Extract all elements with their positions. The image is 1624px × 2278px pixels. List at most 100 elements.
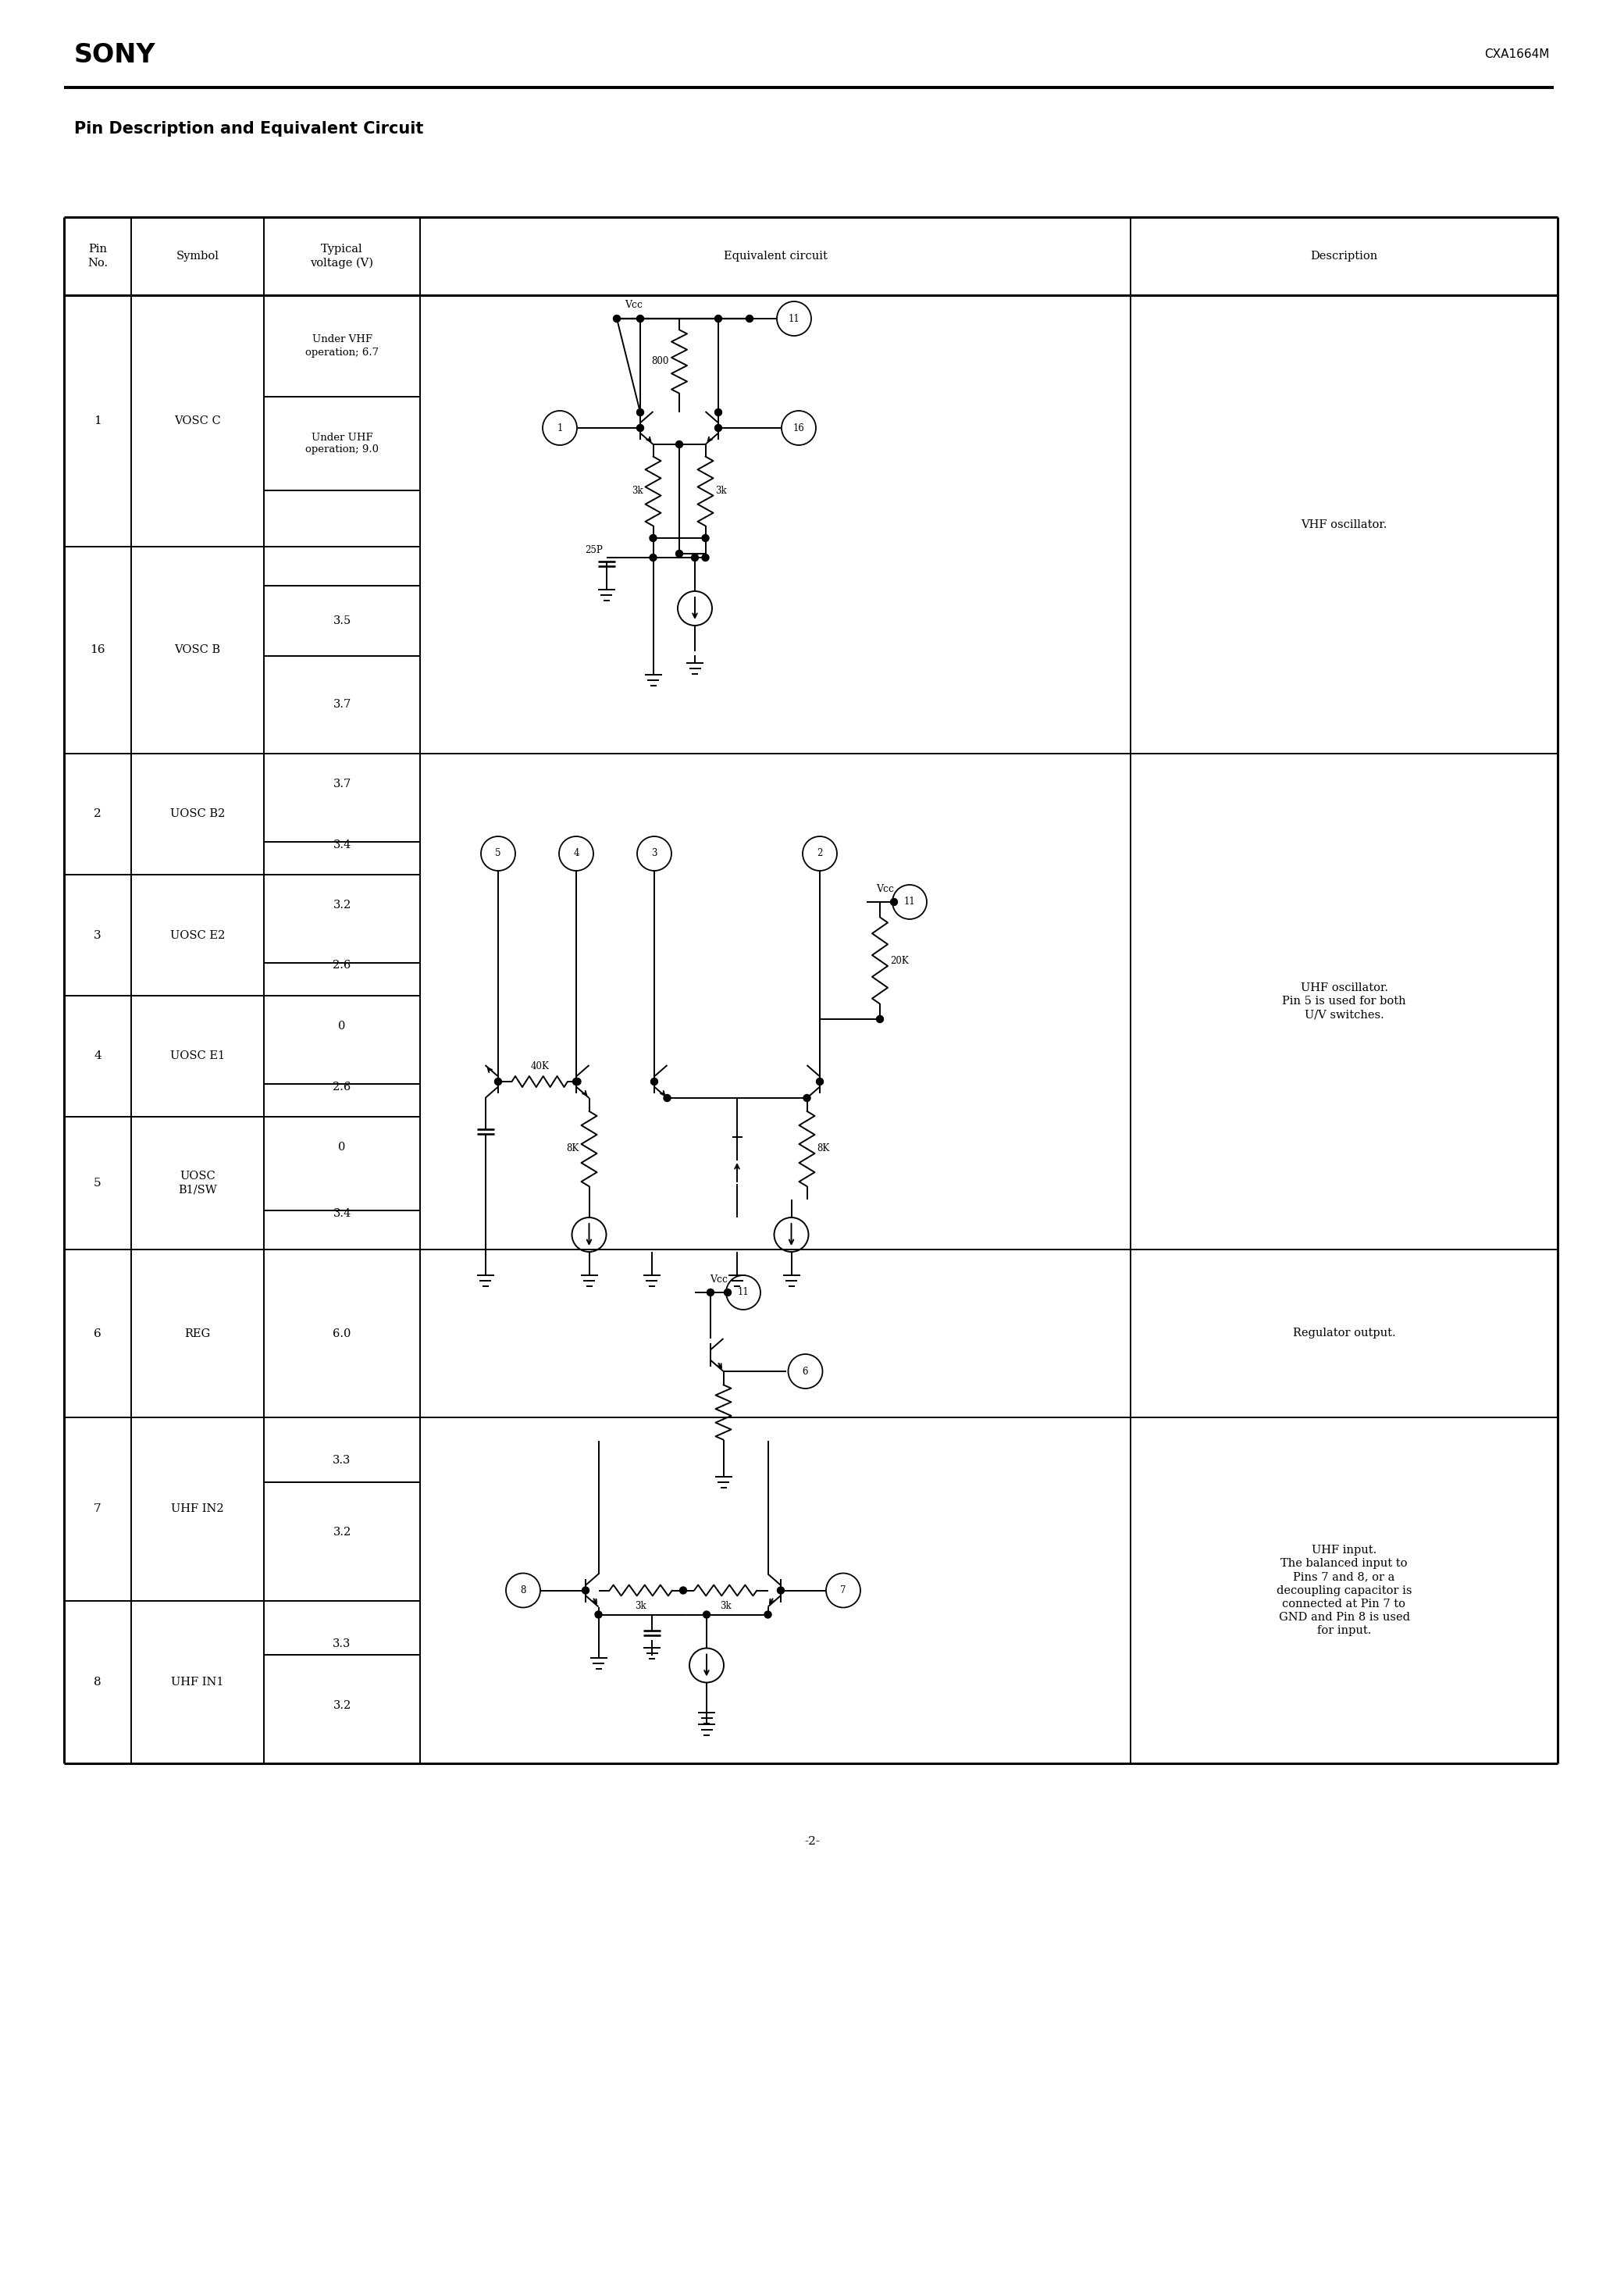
Text: 3.5: 3.5: [333, 615, 351, 626]
Text: 3k: 3k: [716, 485, 728, 497]
Text: UOSC E1: UOSC E1: [171, 1050, 224, 1062]
Text: 2.6: 2.6: [333, 959, 351, 970]
Text: 7: 7: [94, 1503, 101, 1515]
Text: Under UHF
operation; 9.0: Under UHF operation; 9.0: [305, 433, 378, 456]
Text: 3.2: 3.2: [333, 1526, 351, 1538]
Circle shape: [745, 314, 754, 321]
Circle shape: [706, 1289, 715, 1296]
Circle shape: [715, 408, 721, 417]
Text: 3k: 3k: [635, 1601, 646, 1611]
Circle shape: [680, 1588, 687, 1595]
Text: 25P: 25P: [585, 544, 603, 556]
Text: UHF oscillator.
Pin 5 is used for both
U/V switches.: UHF oscillator. Pin 5 is used for both U…: [1283, 982, 1406, 1021]
Text: 2: 2: [817, 847, 823, 859]
Circle shape: [573, 1077, 580, 1084]
Circle shape: [715, 314, 721, 321]
Text: -2-: -2-: [804, 1836, 820, 1847]
Text: UHF IN1: UHF IN1: [171, 1677, 224, 1688]
Text: 1: 1: [94, 415, 101, 426]
Text: 8: 8: [94, 1677, 101, 1688]
Text: 8: 8: [520, 1585, 526, 1595]
Text: REG: REG: [185, 1328, 211, 1339]
Circle shape: [890, 898, 898, 904]
Circle shape: [495, 1077, 502, 1084]
Text: 800: 800: [651, 355, 669, 367]
Text: 0: 0: [338, 1021, 346, 1032]
Text: UOSC E2: UOSC E2: [171, 929, 226, 941]
Text: Vcc: Vcc: [875, 884, 893, 895]
Text: 3.2: 3.2: [333, 900, 351, 911]
Text: 6: 6: [802, 1367, 809, 1376]
Circle shape: [676, 551, 682, 558]
Circle shape: [676, 442, 682, 449]
Circle shape: [877, 1016, 883, 1023]
Text: 20K: 20K: [890, 954, 908, 966]
Text: 40K: 40K: [531, 1062, 549, 1071]
Circle shape: [703, 1611, 710, 1617]
Text: 3k: 3k: [632, 485, 643, 497]
Text: Regulator output.: Regulator output.: [1293, 1328, 1395, 1339]
Circle shape: [765, 1611, 771, 1617]
Text: 5: 5: [495, 847, 502, 859]
Text: SONY: SONY: [75, 41, 156, 68]
Circle shape: [637, 424, 643, 431]
Text: 4: 4: [573, 847, 580, 859]
Circle shape: [581, 1588, 590, 1595]
Text: 16: 16: [793, 424, 804, 433]
Text: 3: 3: [94, 929, 101, 941]
Text: UOSC
B1/SW: UOSC B1/SW: [179, 1171, 218, 1196]
Circle shape: [804, 1093, 810, 1103]
Text: 3k: 3k: [719, 1601, 731, 1611]
Text: 16: 16: [89, 645, 106, 656]
Text: 2.6: 2.6: [333, 1082, 351, 1091]
Circle shape: [637, 314, 643, 321]
Circle shape: [594, 1611, 603, 1617]
Text: Equivalent circuit: Equivalent circuit: [723, 251, 827, 262]
Text: VOSC C: VOSC C: [174, 415, 221, 426]
Text: UOSC B2: UOSC B2: [171, 809, 226, 820]
Text: 11: 11: [737, 1287, 749, 1298]
Text: 11: 11: [905, 898, 916, 907]
Text: Symbol: Symbol: [175, 251, 219, 262]
Circle shape: [702, 554, 710, 560]
Text: Description: Description: [1311, 251, 1377, 262]
Text: 3.4: 3.4: [333, 838, 351, 850]
Circle shape: [817, 1077, 823, 1084]
Text: 0: 0: [338, 1141, 346, 1153]
Text: Under VHF
operation; 6.7: Under VHF operation; 6.7: [305, 335, 378, 358]
Circle shape: [637, 408, 643, 417]
Text: UHF input.
The balanced input to
Pins 7 and 8, or a
decoupling capacitor is
conn: UHF input. The balanced input to Pins 7 …: [1276, 1544, 1411, 1636]
Text: Vcc: Vcc: [625, 298, 643, 310]
Circle shape: [664, 1093, 671, 1103]
Circle shape: [651, 1077, 658, 1084]
Circle shape: [692, 554, 698, 560]
Circle shape: [650, 535, 656, 542]
Text: 3.3: 3.3: [333, 1456, 351, 1465]
Text: 8K: 8K: [817, 1144, 830, 1155]
Circle shape: [614, 314, 620, 321]
Text: 3.7: 3.7: [333, 699, 351, 711]
Text: 7: 7: [840, 1585, 846, 1595]
Text: 5: 5: [94, 1178, 101, 1189]
Text: CXA1664M: CXA1664M: [1484, 48, 1549, 62]
Text: Pin Description and Equivalent Circuit: Pin Description and Equivalent Circuit: [75, 121, 424, 137]
Circle shape: [573, 1077, 581, 1084]
Text: 8K: 8K: [567, 1144, 578, 1155]
Text: VHF oscillator.: VHF oscillator.: [1301, 519, 1387, 531]
Text: Pin
No.: Pin No.: [88, 244, 107, 269]
Text: 1: 1: [557, 424, 562, 433]
Text: UHF IN2: UHF IN2: [171, 1503, 224, 1515]
Text: 4: 4: [94, 1050, 101, 1062]
Text: 2: 2: [94, 809, 101, 820]
Text: 3.3: 3.3: [333, 1638, 351, 1649]
Text: Typical
voltage (V): Typical voltage (V): [310, 244, 374, 269]
Text: 3.2: 3.2: [333, 1699, 351, 1711]
Text: 11: 11: [788, 314, 799, 323]
Circle shape: [778, 1588, 784, 1595]
Circle shape: [702, 535, 710, 542]
Circle shape: [650, 554, 656, 560]
Circle shape: [724, 1289, 731, 1296]
Text: 3.4: 3.4: [333, 1207, 351, 1219]
Text: 3.7: 3.7: [333, 779, 351, 790]
Text: VOSC B: VOSC B: [174, 645, 221, 656]
